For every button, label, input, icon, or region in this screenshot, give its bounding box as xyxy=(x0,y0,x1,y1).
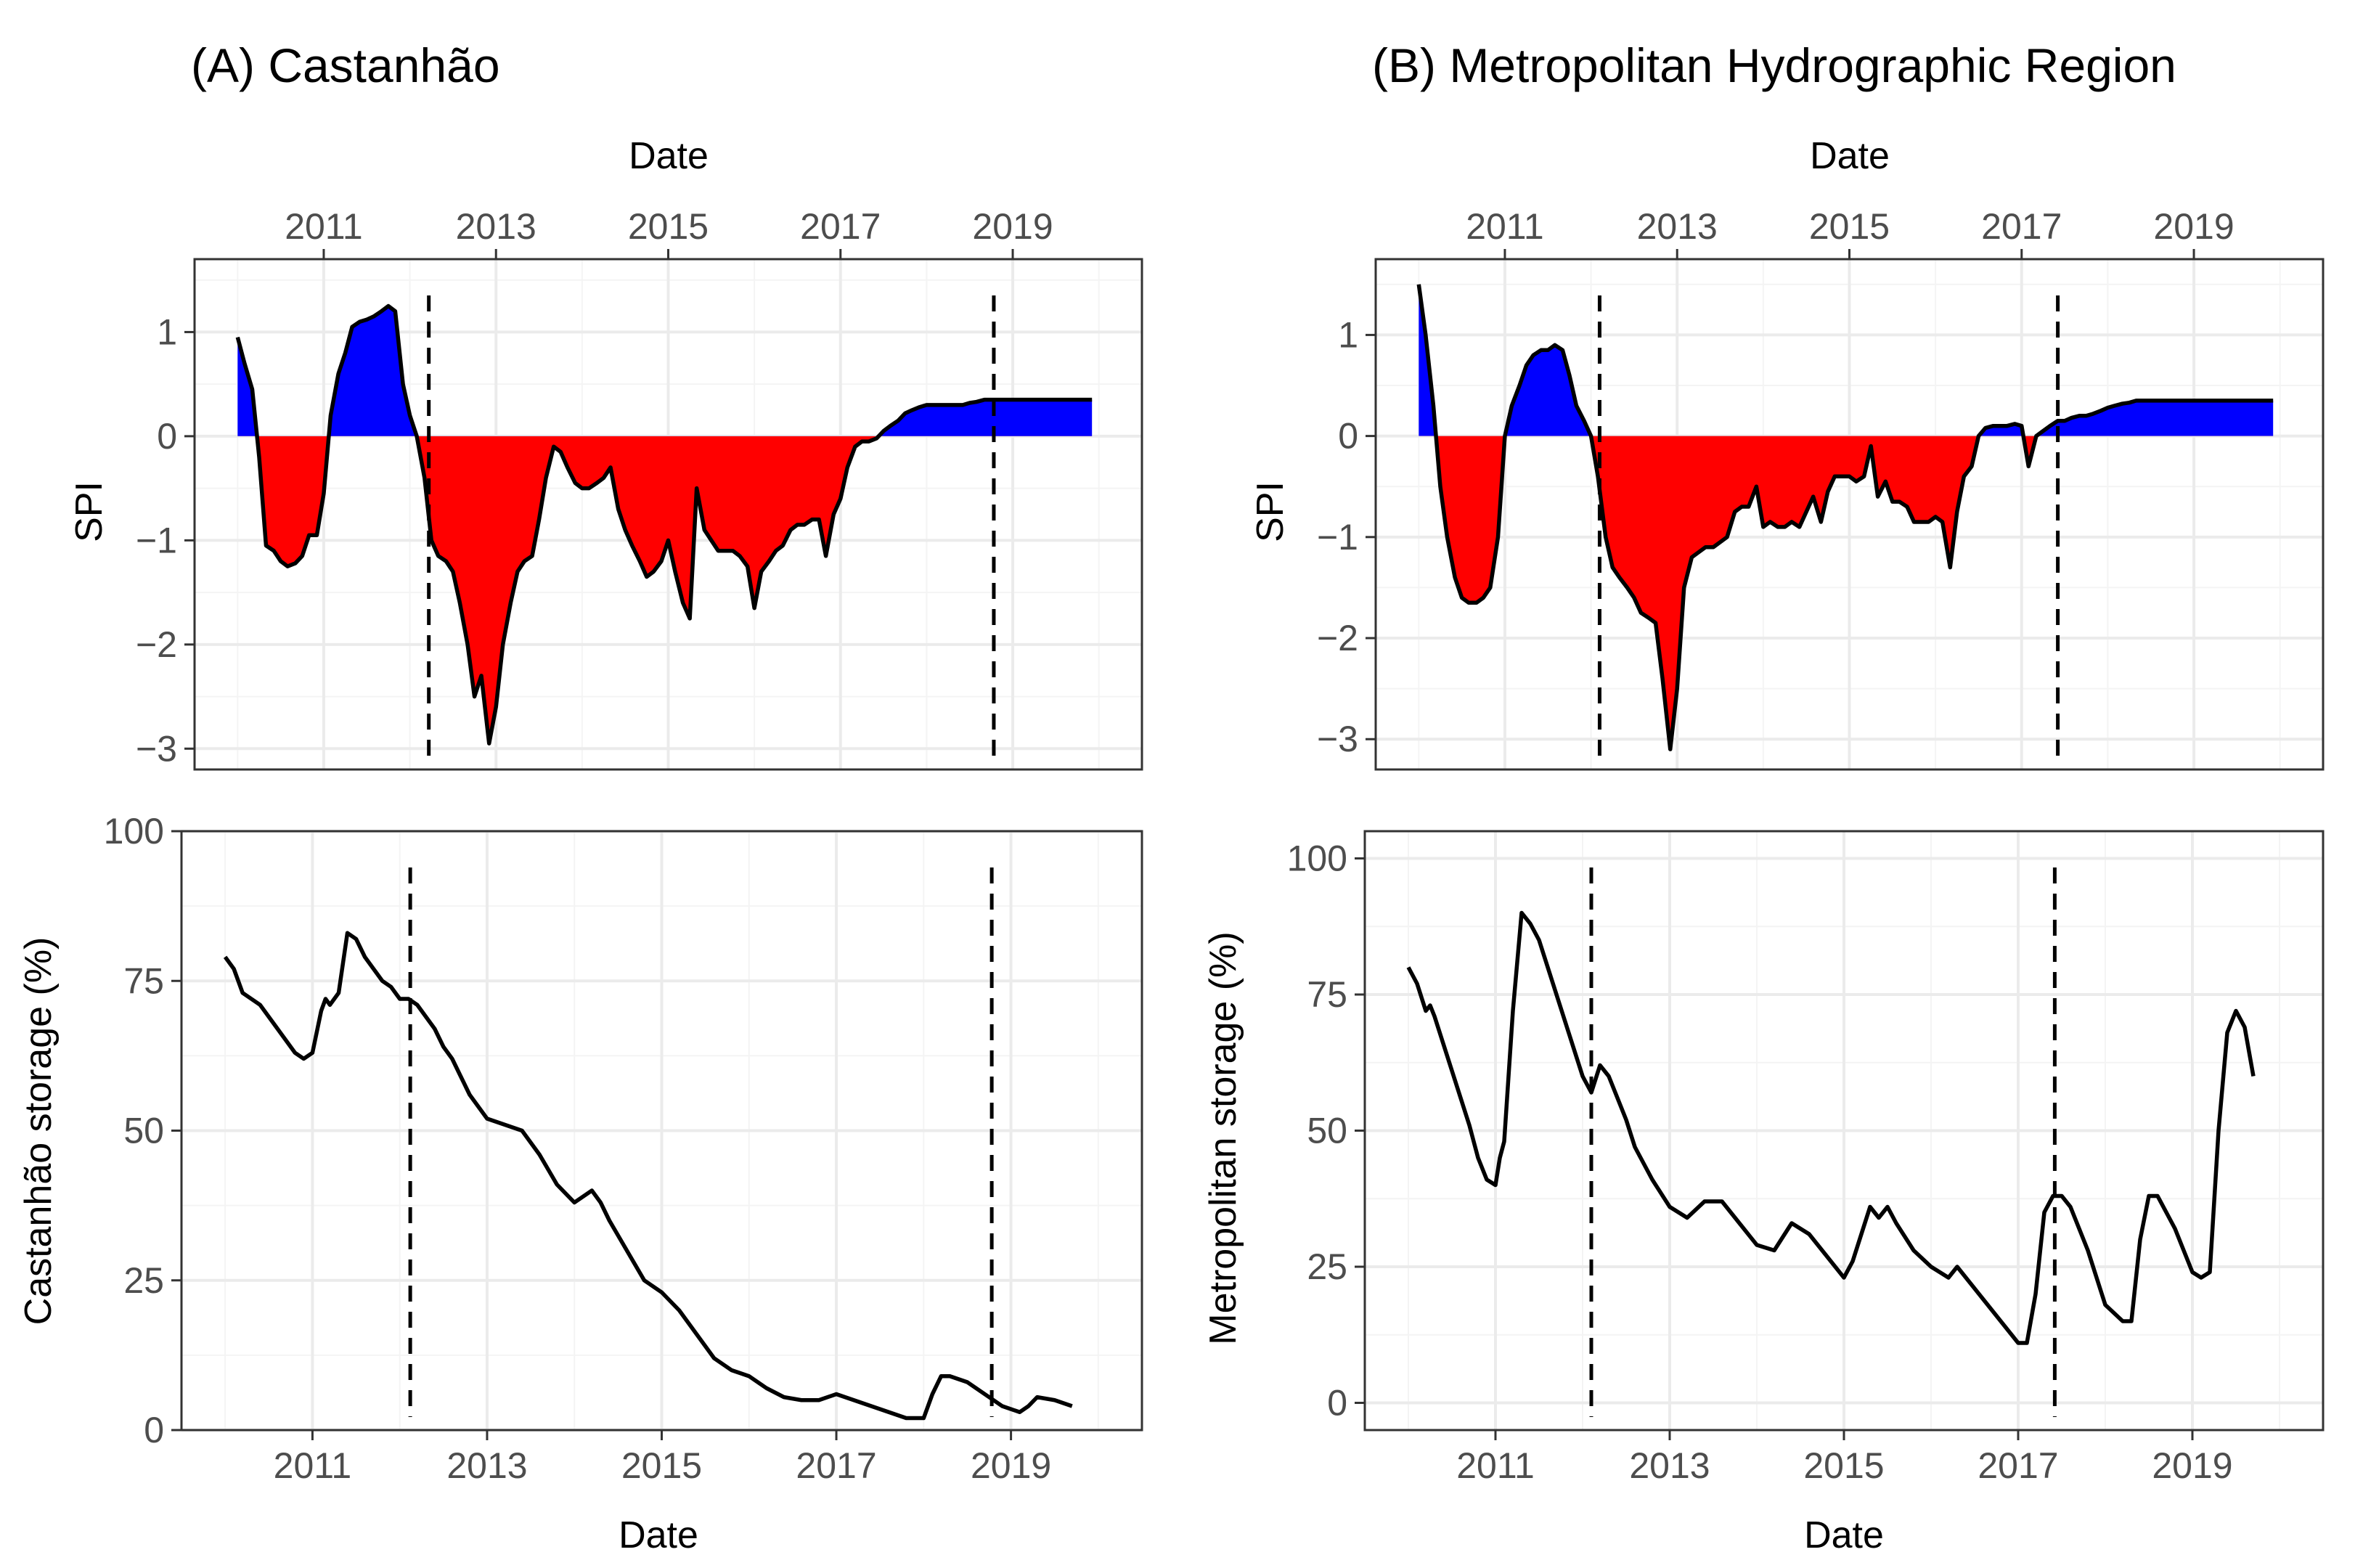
y-tick-label: 0 xyxy=(1338,416,1358,457)
y-tick-label: 0 xyxy=(1327,1383,1347,1424)
y-axis-title-castanhao-storage: Castanhão storage (%) xyxy=(17,937,60,1326)
storage-chart-metropolitan: Date Metropolitan storage (%) 2011 2013 20… xyxy=(1202,830,2325,1556)
storage-line xyxy=(223,931,1073,1421)
x-tick-label: 2013 xyxy=(456,206,536,247)
y-tick-label: −3 xyxy=(1317,719,1358,759)
y-tick-label: 25 xyxy=(123,1260,164,1301)
y-tick-label: −2 xyxy=(136,624,177,665)
y-tick-label: 75 xyxy=(1307,974,1347,1015)
storage-chart-castanhao: Date Castanhão storage (%) 2011 2013 2015 2… xyxy=(17,811,1143,1556)
y-tick-label: 1 xyxy=(157,311,177,352)
spi-positive-area xyxy=(237,306,1093,436)
y-tick-label: 50 xyxy=(123,1111,164,1151)
x-tick-label: 2015 xyxy=(628,206,709,247)
spi-negative-area xyxy=(1419,436,2274,750)
x-tick-label: 2011 xyxy=(274,1445,352,1486)
y-tick-label: 75 xyxy=(123,960,164,1001)
spi-chart-metropolitan: (B) Metropolitan Hydrographic Region Dat… xyxy=(1249,38,2325,771)
chart-title-castanhao: (A) Castanhão xyxy=(191,38,500,92)
x-tick-label: 2019 xyxy=(971,1445,1051,1486)
y-tick-label: −1 xyxy=(1317,517,1358,558)
x-tick-label: 2017 xyxy=(1981,206,2062,247)
chart-title-metropolitan: (B) Metropolitan Hydrographic Region xyxy=(1372,38,2176,92)
x-tick-label: 2017 xyxy=(800,206,881,247)
y-axis-title-metropolitan-storage: Metropolitan storage (%) xyxy=(1202,931,1244,1344)
y-axis-title-spi-metropolitan: SPI xyxy=(1249,481,1291,542)
y-tick-label: 100 xyxy=(104,811,164,852)
plot-area-castanhao-storage: 2011 2013 2015 2017 2019 0 25 50 75 100 xyxy=(104,811,1143,1486)
x-tick-label: 2019 xyxy=(2153,206,2234,247)
y-tick-label: 0 xyxy=(157,416,177,457)
x-axis-title-metropolitan-storage: Date xyxy=(1804,1514,1884,1556)
y-axis-title-spi-castanhao: SPI xyxy=(68,481,110,542)
y-tick-label: 0 xyxy=(144,1410,164,1450)
y-tick-label: −3 xyxy=(136,728,177,769)
y-tick-label: −2 xyxy=(1317,618,1358,658)
spi-line xyxy=(1416,284,2274,751)
spi-chart-castanhao: (A) Castanhão Date SPI 2011 2013 2015 2017 2… xyxy=(68,38,1143,771)
x-tick-label: 2019 xyxy=(2152,1445,2232,1486)
spi-negative-area xyxy=(237,436,1093,744)
y-tick-label: 100 xyxy=(1287,838,1347,879)
y-tick-label: −1 xyxy=(136,520,177,560)
spi-line xyxy=(235,303,1093,746)
x-axis-title-castanhao-storage: Date xyxy=(619,1514,698,1556)
x-tick-label: 2019 xyxy=(972,206,1053,247)
storage-line xyxy=(1406,910,2256,1345)
spi-positive-area xyxy=(1419,284,2274,436)
x-tick-label: 2015 xyxy=(621,1445,702,1486)
plot-area-metropolitan-storage: 2011 2013 2015 2017 2019 0 25 50 75 100 xyxy=(1287,830,2325,1486)
x-tick-label: 2015 xyxy=(1809,206,1890,247)
x-tick-label: 2011 xyxy=(1466,206,1544,247)
x-tick-label: 2013 xyxy=(1629,1445,1710,1486)
x-tick-label: 2015 xyxy=(1803,1445,1884,1486)
x-tick-label: 2017 xyxy=(1978,1445,2058,1486)
x-tick-label: 2017 xyxy=(796,1445,876,1486)
y-tick-label: 50 xyxy=(1307,1111,1347,1151)
x-tick-label: 2011 xyxy=(1456,1445,1535,1486)
plot-area-metropolitan-spi: 2011 2013 2015 2017 2019 1 0 −1 −2 −3 xyxy=(1317,206,2325,771)
x-axis-title-top-castanhao: Date xyxy=(629,135,709,177)
plot-area-castanhao-spi: 2011 2013 2015 2017 2019 1 0 −1 −2 −3 xyxy=(136,206,1143,771)
x-tick-label: 2013 xyxy=(1637,206,1718,247)
y-tick-label: 1 xyxy=(1338,314,1358,355)
x-tick-label: 2011 xyxy=(285,206,363,247)
x-tick-label: 2013 xyxy=(446,1445,527,1486)
x-axis-title-top-metropolitan: Date xyxy=(1810,135,1890,177)
y-tick-label: 25 xyxy=(1307,1246,1347,1287)
